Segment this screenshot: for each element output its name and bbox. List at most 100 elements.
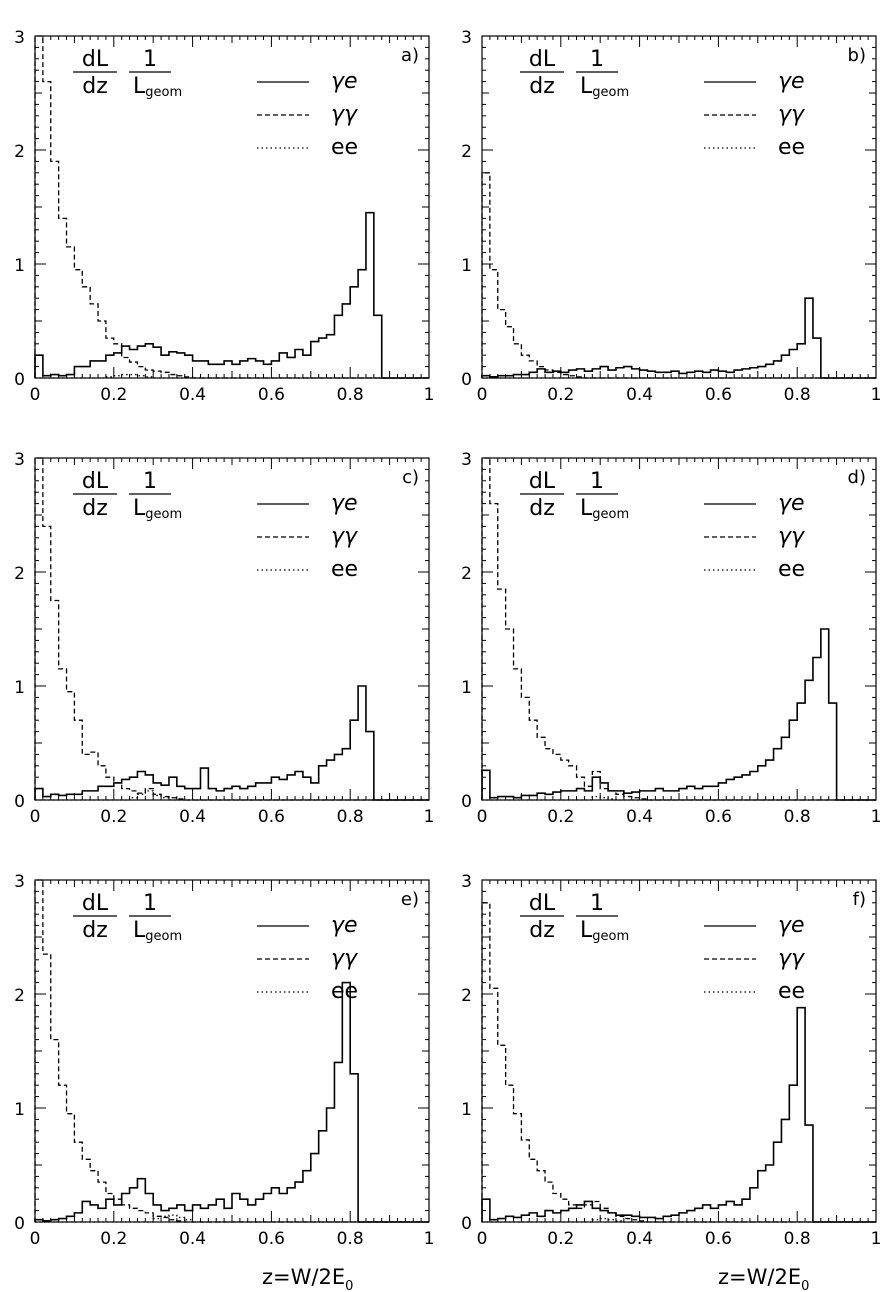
ylabel-frac2-num: 1 — [590, 469, 604, 494]
series-dotted-line — [35, 373, 429, 379]
x-tick-label: 1 — [871, 385, 882, 405]
x-tick-label: 0.6 — [705, 807, 732, 827]
legend-label: γγ — [778, 102, 805, 127]
y-tick-label: 0 — [14, 1214, 25, 1234]
legend-label: γe — [778, 491, 805, 516]
x-tick-label: 0.6 — [705, 385, 732, 405]
x-tick-label: 0.4 — [179, 1229, 206, 1249]
y-tick-label: 1 — [14, 256, 25, 276]
x-axis-label: z=W/2E0 — [262, 1265, 353, 1292]
legend-label: γe — [331, 69, 358, 94]
ylabel-frac2-num: 1 — [590, 891, 604, 916]
x-tick-label: 0.2 — [547, 807, 574, 827]
y-tick-label: 2 — [14, 142, 25, 162]
x-tick-label: 0.2 — [547, 1229, 574, 1249]
ylabel-frac-num: dL — [529, 47, 556, 72]
ylabel-frac-den: dz — [529, 74, 555, 99]
series-solid-line — [481, 1006, 876, 1223]
ylabel-frac2-den: Lgeom — [580, 496, 629, 522]
y-tick-label: 3 — [14, 28, 25, 48]
ylabel-frac2-den: Lgeom — [133, 74, 182, 100]
y-tick-label: 1 — [461, 1100, 472, 1120]
x-axis-label: z=W/2E0 — [718, 1265, 809, 1292]
panel-label: d) — [848, 467, 866, 488]
x-tick-label: 0.8 — [337, 807, 364, 827]
x-tick-label: 0.8 — [337, 1229, 364, 1249]
x-tick-label: 0.2 — [100, 1229, 127, 1249]
x-tick-label: 0.8 — [784, 1229, 811, 1249]
y-tick-label: 2 — [14, 986, 25, 1006]
y-tick-label: 3 — [461, 28, 472, 48]
ylabel-frac-num: dL — [82, 47, 109, 72]
y-tick-label: 0 — [461, 1214, 472, 1234]
y-tick-label: 3 — [14, 450, 25, 470]
series-solid-line — [34, 211, 429, 379]
y-tick-label: 3 — [14, 872, 25, 892]
y-tick-label: 2 — [14, 564, 25, 584]
series-dashed-line — [481, 172, 876, 379]
x-tick-label: 0.8 — [784, 385, 811, 405]
x-tick-label: 0.4 — [179, 807, 206, 827]
ylabel-frac-den: dz — [82, 74, 108, 99]
x-tick-label: 0.8 — [337, 385, 364, 405]
x-tick-label: 1 — [871, 807, 882, 827]
y-tick-label: 3 — [461, 450, 472, 470]
x-tick-label: 0.4 — [626, 1229, 653, 1249]
ylabel-frac2-num: 1 — [143, 47, 157, 72]
x-tick-label: 0.6 — [705, 1229, 732, 1249]
x-tick-label: 0 — [30, 1229, 41, 1249]
x-tick-label: 1 — [871, 1229, 882, 1249]
legend-label: γγ — [331, 524, 358, 549]
series-dashed-line — [34, 457, 429, 801]
y-tick-label: 1 — [461, 256, 472, 276]
x-tick-label: 0.4 — [179, 385, 206, 405]
panel-label: c) — [402, 467, 419, 488]
ylabel-frac2-num: 1 — [143, 469, 157, 494]
series-solid-line — [34, 685, 429, 801]
ylabel-frac2-den: Lgeom — [580, 74, 629, 100]
y-tick-label: 0 — [461, 370, 472, 390]
legend-label: γγ — [331, 102, 358, 127]
y-tick-label: 1 — [14, 678, 25, 698]
series-dashed-line — [34, 35, 429, 379]
legend-label: γe — [331, 913, 358, 938]
y-tick-label: 1 — [461, 678, 472, 698]
panel-label: b) — [848, 45, 866, 66]
legend-label: γγ — [778, 946, 805, 971]
ylabel-frac2-num: 1 — [590, 47, 604, 72]
x-tick-label: 0.4 — [626, 385, 653, 405]
x-tick-label: 0 — [477, 1229, 488, 1249]
legend-label: ee — [778, 135, 805, 160]
x-tick-label: 1 — [424, 1229, 435, 1249]
series-solid-line — [481, 628, 876, 801]
panel-label: e) — [401, 889, 419, 910]
series-dashed-line — [481, 457, 876, 801]
ylabel-frac-num: dL — [529, 469, 556, 494]
figure-xlabel-right: z=W/2E0 — [718, 1265, 809, 1292]
series-dotted-line — [35, 790, 429, 801]
series-dotted-line — [482, 795, 876, 801]
legend-label: ee — [778, 557, 805, 582]
ylabel-frac-num: dL — [82, 469, 109, 494]
x-tick-label: 0.2 — [100, 807, 127, 827]
series-solid-line — [34, 981, 429, 1223]
x-tick-label: 0 — [30, 807, 41, 827]
x-tick-label: 0.2 — [547, 385, 574, 405]
x-tick-label: 0 — [477, 385, 488, 405]
x-tick-label: 0.2 — [100, 385, 127, 405]
ylabel-frac-den: dz — [529, 496, 555, 521]
panel-label: f) — [853, 889, 866, 910]
ylabel-frac-den: dz — [529, 918, 555, 943]
panel-label: a) — [401, 45, 419, 66]
y-tick-label: 0 — [461, 792, 472, 812]
y-tick-label: 2 — [461, 142, 472, 162]
figure-xlabel-left: z=W/2E0 — [262, 1265, 353, 1292]
legend-label: ee — [778, 979, 805, 1004]
x-tick-label: 1 — [424, 807, 435, 827]
x-tick-label: 0.6 — [258, 807, 285, 827]
legend-label: γe — [778, 913, 805, 938]
x-tick-label: 0.6 — [258, 1229, 285, 1249]
